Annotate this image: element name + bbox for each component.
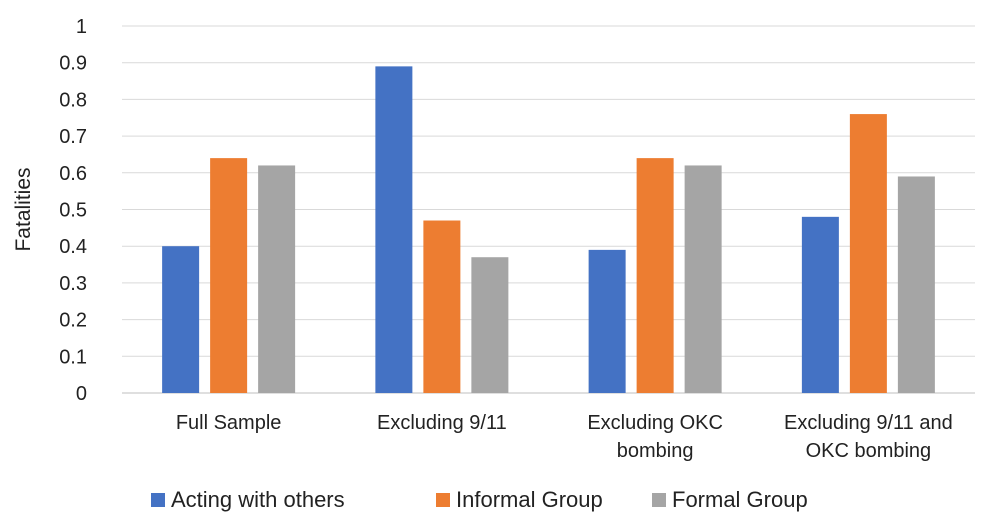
legend-label: Acting with others bbox=[171, 487, 345, 512]
bar bbox=[162, 246, 200, 393]
y-axis-ticks: 0 0.1 0.2 0.3 0.4 0.5 0.6 0.7 0.8 0.9 1 bbox=[59, 16, 87, 405]
bar bbox=[588, 249, 626, 393]
y-tick-label: 0.4 bbox=[59, 236, 87, 258]
y-tick-label: 0.8 bbox=[59, 89, 87, 111]
x-category-label: Excluding OKC bombing bbox=[587, 412, 723, 462]
gridlines bbox=[122, 25, 975, 394]
legend: Acting with others Informal Group Formal G… bbox=[151, 487, 808, 512]
y-tick-label: 0.2 bbox=[59, 310, 87, 332]
x-category-label: Excluding 9/11 bbox=[377, 412, 507, 434]
bar bbox=[210, 158, 248, 393]
bar bbox=[636, 158, 674, 393]
legend-swatch bbox=[652, 493, 666, 507]
y-tick-label: 0.6 bbox=[59, 163, 87, 185]
y-axis-title: Fatalities bbox=[12, 167, 35, 251]
y-tick-label: 0.1 bbox=[59, 346, 87, 368]
y-tick-label: 0 bbox=[76, 383, 87, 405]
bar bbox=[897, 176, 935, 393]
bars bbox=[162, 66, 935, 394]
y-tick-label: 1 bbox=[76, 16, 87, 38]
bar bbox=[849, 114, 887, 393]
bar bbox=[684, 165, 722, 393]
bar bbox=[471, 257, 509, 393]
bar bbox=[801, 216, 839, 393]
x-category-label: Excluding 9/11 and OKC bombing bbox=[784, 412, 953, 462]
legend-label: Formal Group bbox=[672, 487, 808, 512]
legend-swatch bbox=[151, 493, 165, 507]
y-tick-label: 0.9 bbox=[59, 53, 87, 75]
y-tick-label: 0.5 bbox=[59, 200, 87, 222]
legend-swatch bbox=[436, 493, 450, 507]
x-category-label: Full Sample bbox=[176, 412, 282, 434]
legend-label: Informal Group bbox=[456, 487, 603, 512]
bar bbox=[423, 220, 461, 393]
y-tick-label: 0.7 bbox=[59, 126, 87, 148]
bar bbox=[375, 66, 413, 394]
x-axis-categories: Full Sample Excluding 9/11 Excluding OKC bo… bbox=[176, 412, 953, 462]
y-tick-label: 0.3 bbox=[59, 273, 87, 295]
bar bbox=[258, 165, 296, 393]
